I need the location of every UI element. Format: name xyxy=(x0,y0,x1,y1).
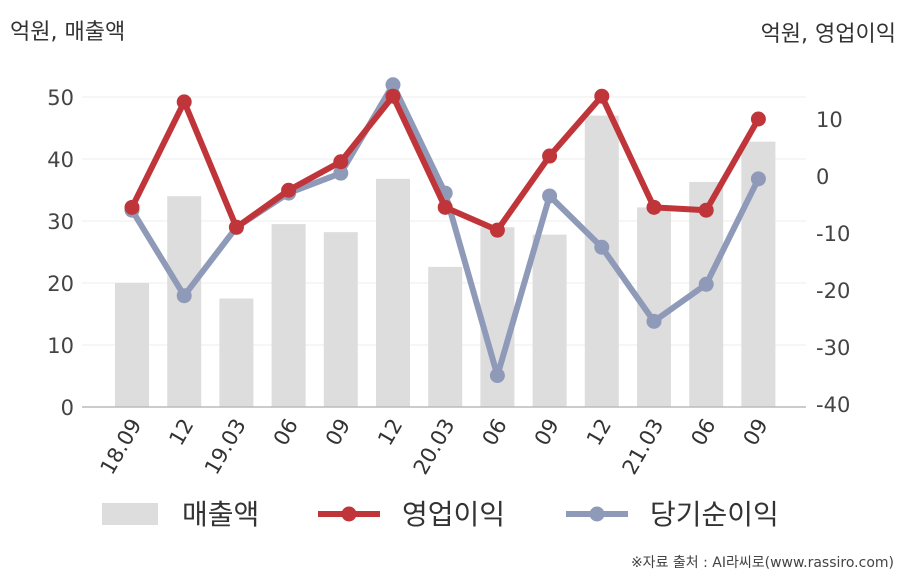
source-credit: ※자료 출처 : AI라씨로(www.rassiro.com) xyxy=(630,555,894,571)
right-tick-label: -40 xyxy=(816,393,850,417)
bar-6 xyxy=(428,266,463,407)
legend-label-영업이익: 영업이익 xyxy=(402,498,505,531)
point-당기순이익-12 xyxy=(750,171,766,187)
point-영업이익-10 xyxy=(646,199,662,215)
right-tick-label: -10 xyxy=(816,222,850,246)
left-tick-label: 50 xyxy=(47,86,74,110)
point-영업이익-9 xyxy=(594,88,610,104)
left-tick-label: 30 xyxy=(47,210,74,234)
x-tick-label: 20.03 xyxy=(409,415,460,479)
x-tick-label: 18.09 xyxy=(95,415,146,479)
point-영업이익-0 xyxy=(124,199,140,215)
bar-3 xyxy=(271,224,306,407)
point-영업이익-11 xyxy=(698,202,714,218)
axes: 0 10 20 30 40 50 -40 -30 -20 -10 0 10 xyxy=(47,86,850,420)
point-영업이익-3 xyxy=(281,182,297,198)
bar-8 xyxy=(532,234,567,407)
legend-label-매출액: 매출액 xyxy=(182,498,259,531)
point-영업이익-8 xyxy=(542,148,558,164)
x-tick-label: 06 xyxy=(686,415,720,450)
x-tick-label: 19.03 xyxy=(200,415,251,479)
left-tick-label: 20 xyxy=(47,272,74,296)
point-영업이익-1 xyxy=(176,94,192,110)
point-당기순이익-11 xyxy=(698,276,714,292)
right-tick-label: 10 xyxy=(816,108,843,132)
point-영업이익-12 xyxy=(750,111,766,127)
x-tick-label: 06 xyxy=(478,415,512,450)
bar-4 xyxy=(323,232,358,407)
left-tick-label: 0 xyxy=(61,396,74,420)
x-tick-label: 21.03 xyxy=(617,415,668,479)
x-tick-labels: 18.09 12 19.03 06 09 12 20.03 06 09 12 21.03 06 09 xyxy=(95,415,772,479)
point-영업이익-2 xyxy=(228,219,244,235)
legend: 매출액 영업이익 당기순이익 xyxy=(102,498,779,531)
point-당기순이익-4 xyxy=(333,165,349,181)
line-series xyxy=(124,77,766,383)
point-영업이익-5 xyxy=(385,88,401,104)
left-tick-label: 40 xyxy=(47,148,74,172)
legend-marker-영업이익 xyxy=(341,506,357,522)
bar-series-revenue xyxy=(115,115,776,407)
point-영업이익-4 xyxy=(333,154,349,170)
right-tick-label: -30 xyxy=(816,336,850,360)
x-tick-label: 12 xyxy=(582,415,616,450)
bar-5 xyxy=(376,178,410,407)
x-tick-label: 09 xyxy=(739,415,773,450)
point-영업이익-6 xyxy=(437,199,453,215)
point-당기순이익-5 xyxy=(385,77,401,93)
point-당기순이익-10 xyxy=(646,313,662,329)
right-tick-label: -20 xyxy=(816,279,850,303)
bar-2 xyxy=(219,298,254,407)
x-tick-label: 09 xyxy=(530,415,564,450)
point-당기순이익-9 xyxy=(594,239,610,255)
point-당기순이익-1 xyxy=(176,288,192,304)
left-tick-label: 10 xyxy=(47,334,74,358)
point-영업이익-7 xyxy=(489,222,505,238)
point-당기순이익-8 xyxy=(542,188,558,204)
left-axis-unit-label: 억원, 매출액 xyxy=(10,20,126,45)
legend-marker-당기순이익 xyxy=(589,506,605,522)
legend-swatch-매출액 xyxy=(102,503,158,525)
x-tick-label: 06 xyxy=(269,415,303,450)
x-tick-label: 09 xyxy=(321,415,355,450)
legend-label-당기순이익: 당기순이익 xyxy=(650,498,779,531)
x-tick-label: 12 xyxy=(373,415,407,450)
point-당기순이익-7 xyxy=(489,368,505,383)
right-axis-unit-label: 억원, 영업이익 xyxy=(760,22,896,47)
x-tick-label: 12 xyxy=(164,415,198,450)
right-tick-label: 0 xyxy=(816,165,829,189)
bar-0 xyxy=(115,283,149,407)
